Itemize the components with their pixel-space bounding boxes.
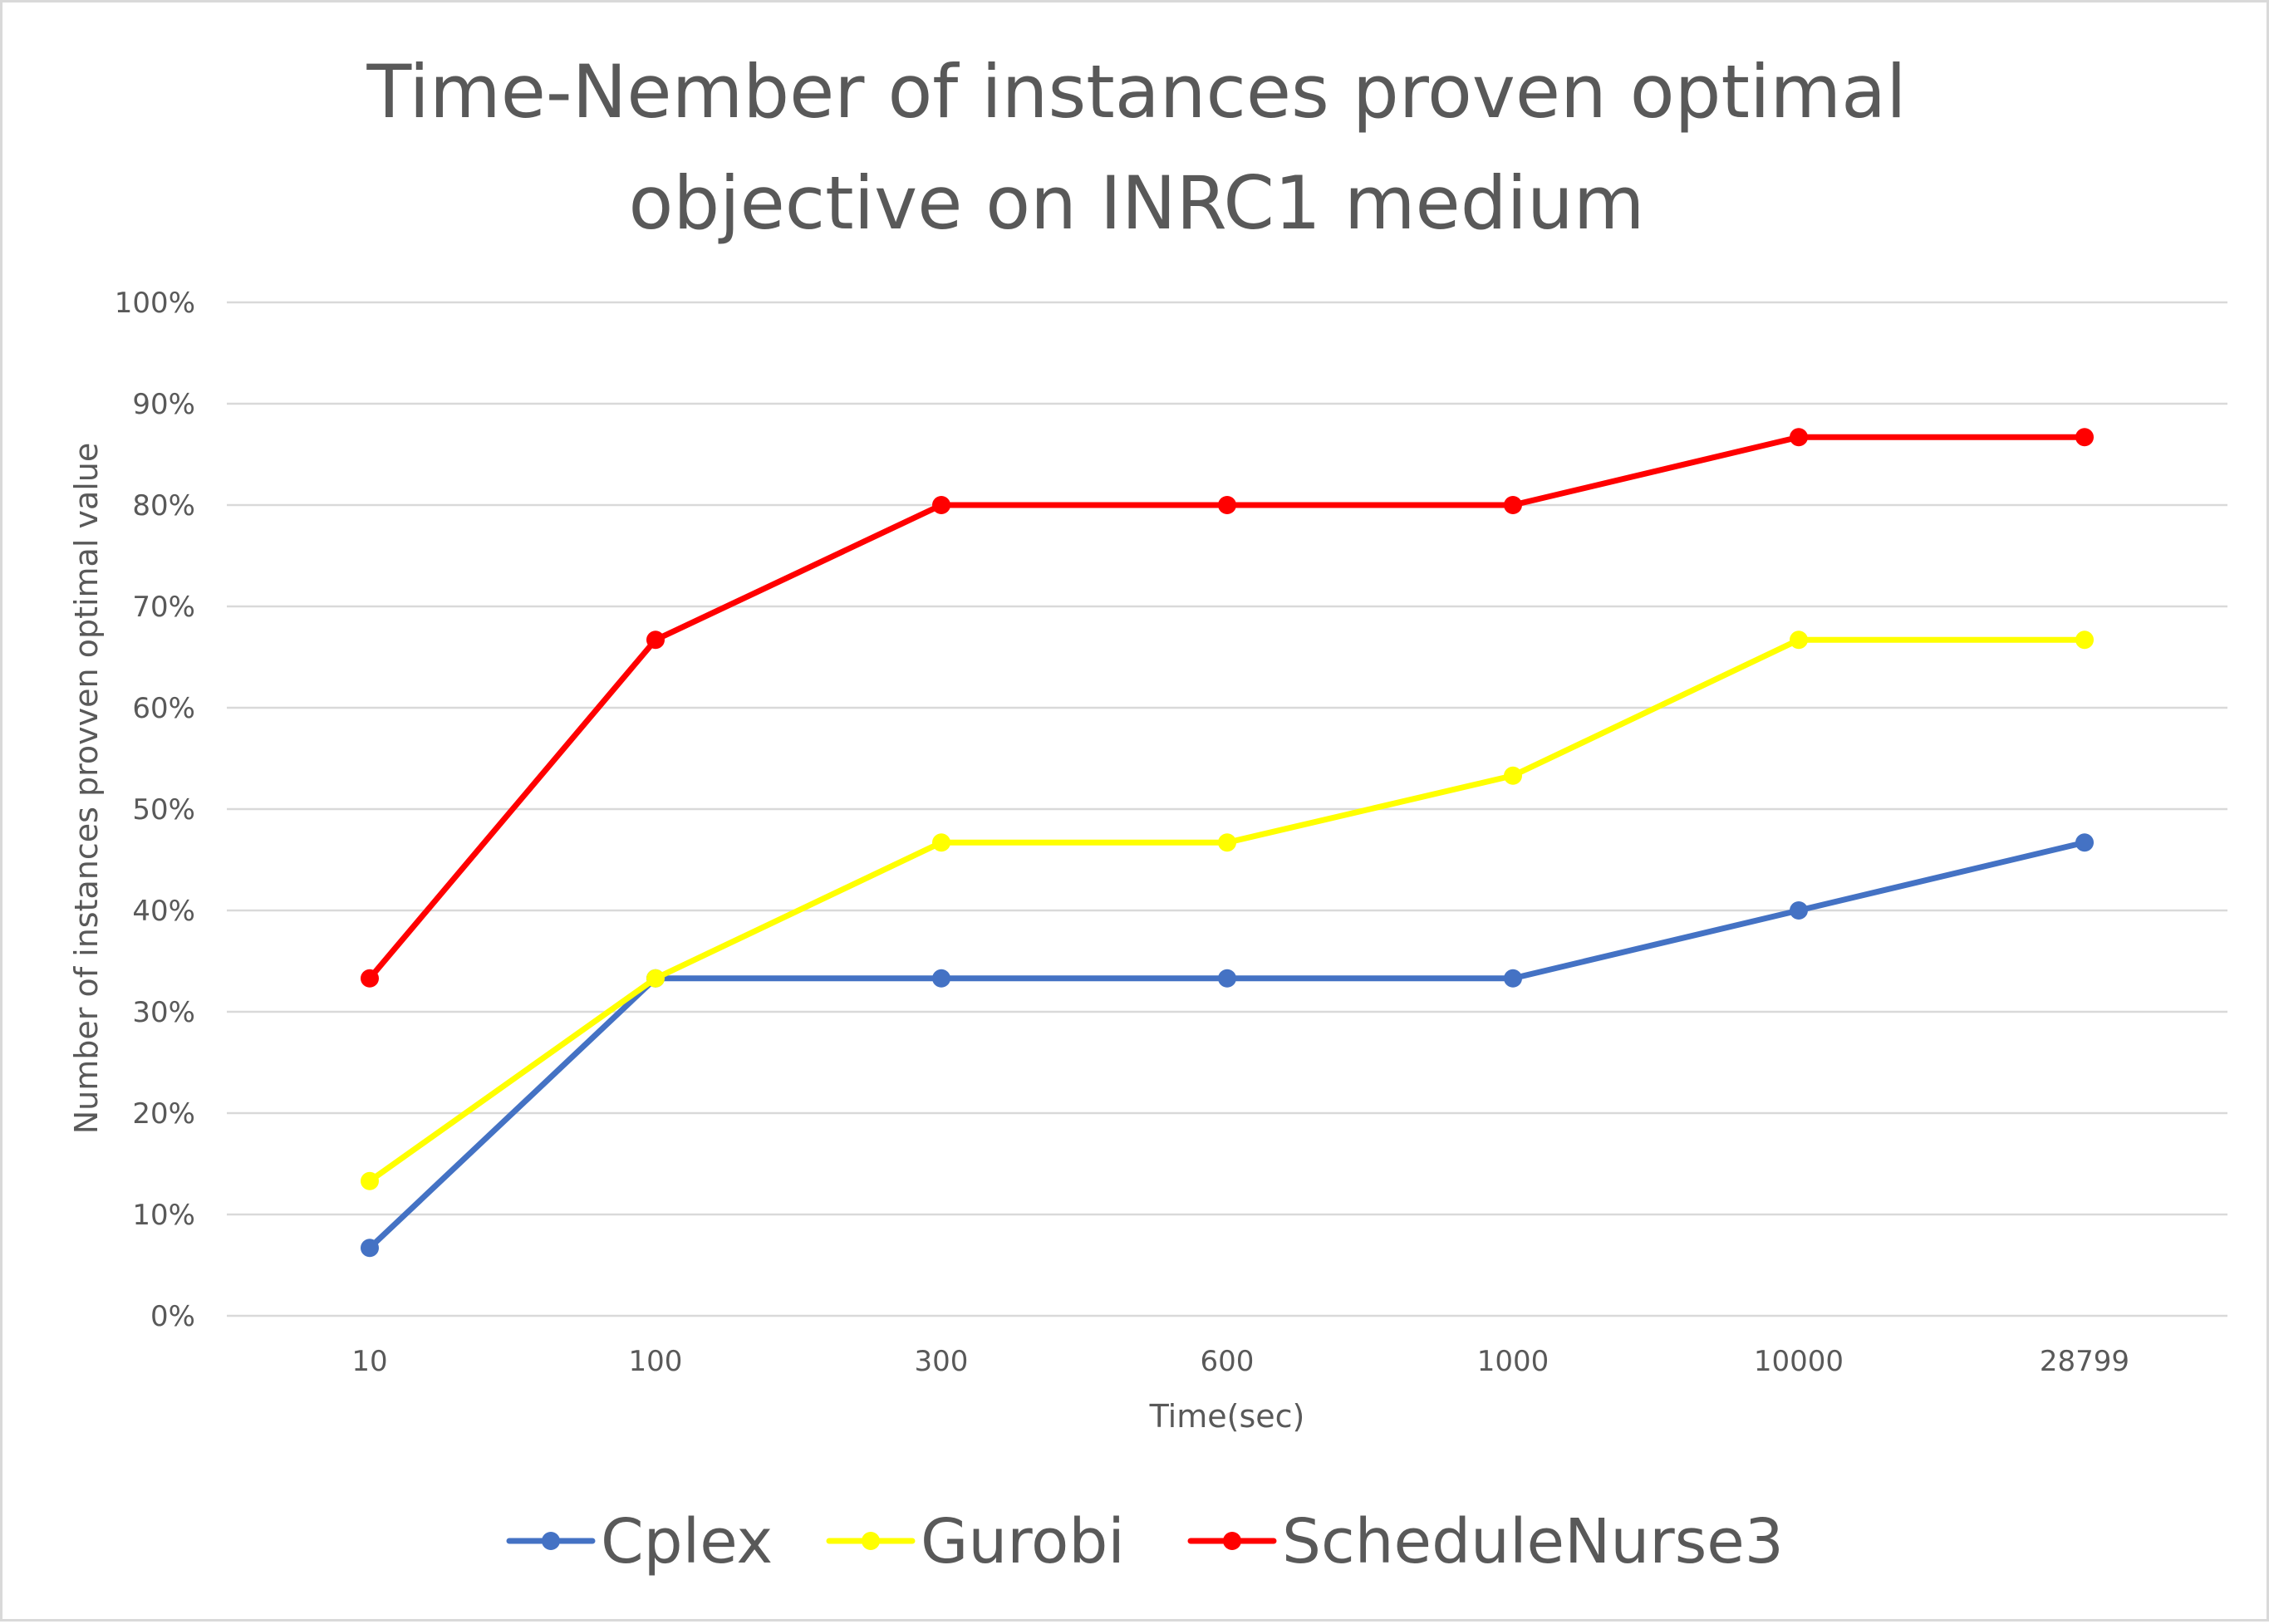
legend: Cplex Gurobi ScheduleNurse3 [506,1506,1784,1577]
y-tick-label-80: 80% [132,489,195,523]
data-point-schedulenurse3-300 [932,496,950,514]
y-axis-ticks: 0% 10% 20% 30% 40% 50% 60% 70% 80% 90% 100% [115,287,195,1333]
data-point-gurobi-28799 [2075,630,2094,650]
x-tick-label-28799: 28799 [2040,1345,2129,1378]
y-tick-label-0: 0% [150,1300,195,1333]
data-point-cplex-600 [1218,969,1236,988]
legend-marker-schedulenurse3 [1223,1532,1241,1550]
legend-label-schedulenurse3: ScheduleNurse3 [1282,1506,1784,1577]
data-point-schedulenurse3-28799 [2075,428,2094,447]
series-schedulenurse3 [361,428,2094,988]
data-point-cplex-1000 [1504,969,1522,988]
data-point-cplex-28799 [2075,833,2094,852]
x-axis-ticks: 10 100 300 600 1000 10000 28799 [351,1345,2129,1378]
y-tick-label-10: 10% [132,1199,195,1232]
series-cplex [361,833,2094,1258]
x-axis-title: Time(sec) [1149,1398,1305,1435]
y-tick-label-20: 20% [132,1097,195,1131]
y-tick-label-100: 100% [115,287,195,320]
legend-item-cplex: Cplex [506,1506,773,1577]
legend-marker-gurobi [862,1532,880,1550]
x-tick-label-300: 300 [915,1345,969,1378]
y-tick-label-50: 50% [132,793,195,827]
data-point-schedulenurse3-600 [1218,496,1236,514]
x-tick-label-1000: 1000 [1477,1345,1550,1378]
series-group [361,428,2094,1258]
series-line-cplex [366,839,2088,1251]
data-point-cplex-10000 [1790,901,1808,920]
legend-item-gurobi: Gurobi [826,1506,1125,1577]
data-point-schedulenurse3-10000 [1790,428,1808,447]
gridlines [227,301,2227,1317]
y-tick-label-70: 70% [132,591,195,624]
legend-label-gurobi: Gurobi [921,1506,1125,1577]
x-tick-label-10: 10 [351,1345,387,1378]
y-axis-title: Number of instances provven optimal valu… [68,443,105,1135]
legend-label-cplex: Cplex [601,1506,773,1577]
data-point-schedulenurse3-1000 [1504,496,1522,514]
data-point-gurobi-300 [932,833,950,852]
x-tick-label-100: 100 [629,1345,683,1378]
data-point-gurobi-600 [1218,833,1236,852]
data-point-gurobi-1000 [1504,766,1522,785]
data-point-schedulenurse3-10 [361,969,379,988]
x-tick-label-600: 600 [1201,1345,1255,1378]
chart-title-line-1: Time-Nember of instances proven optimal [366,49,1906,135]
legend-marker-cplex [542,1532,560,1550]
legend-item-schedulenurse3: ScheduleNurse3 [1187,1506,1784,1577]
y-tick-label-30: 30% [132,996,195,1029]
y-tick-label-90: 90% [132,388,195,421]
chart-title-line-2: objective on INRC1 medium [628,160,1644,246]
data-point-cplex-300 [932,969,950,988]
data-point-cplex-10 [361,1239,379,1258]
data-point-schedulenurse3-100 [646,630,665,650]
data-point-gurobi-100 [646,969,665,988]
y-tick-label-60: 60% [132,692,195,725]
x-tick-label-10000: 10000 [1754,1345,1844,1378]
series-gurobi [361,630,2094,1190]
data-point-gurobi-10000 [1790,630,1808,650]
y-tick-label-40: 40% [132,895,195,928]
data-point-gurobi-10 [361,1171,379,1190]
